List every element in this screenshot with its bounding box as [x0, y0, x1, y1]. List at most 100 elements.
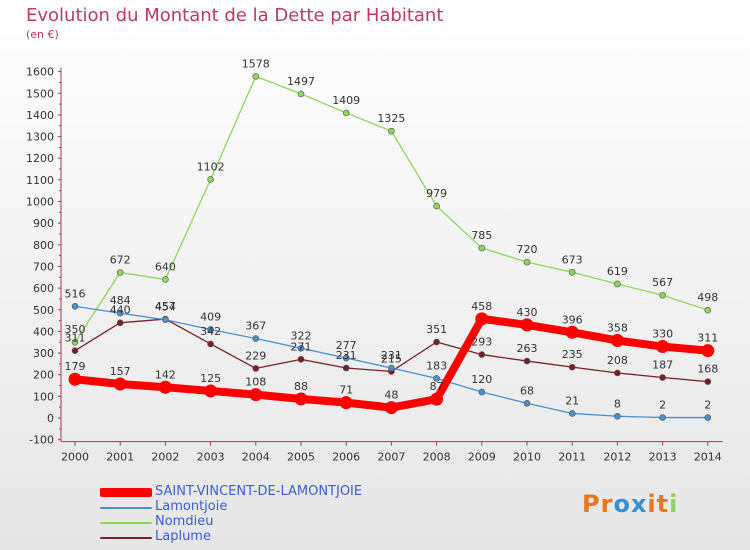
data-point: [204, 384, 218, 398]
legend-label: Laplume: [155, 529, 211, 544]
x-tick-label: 2008: [423, 451, 451, 464]
data-label: 68: [520, 384, 534, 397]
data-point: [162, 316, 169, 324]
data-point: [388, 127, 395, 135]
legend-label: Lamontjoie: [155, 499, 228, 514]
legend-swatch: [100, 522, 152, 524]
data-label: 108: [245, 376, 266, 389]
data-point: [523, 258, 531, 266]
data-label: 672: [110, 254, 131, 267]
data-point: [614, 369, 621, 377]
y-tick-label: 400: [33, 325, 54, 338]
data-point: [659, 291, 666, 299]
data-point: [297, 344, 305, 352]
data-label: 619: [607, 265, 628, 278]
data-label: 640: [155, 260, 176, 273]
y-tick-label: 1200: [26, 152, 54, 165]
x-tick-label: 2012: [603, 451, 631, 464]
data-point: [71, 338, 79, 346]
data-label: 457: [155, 300, 176, 313]
data-label: 720: [517, 243, 538, 256]
data-label: 1578: [242, 57, 270, 70]
legend-label: SAINT-VINCENT-DE-LAMONTJOIE: [155, 484, 363, 499]
data-point: [614, 280, 621, 288]
data-label: 350: [65, 323, 86, 336]
data-label: 168: [697, 363, 718, 376]
x-tick-label: 2013: [649, 451, 677, 464]
data-point: [162, 276, 169, 283]
data-label: 430: [517, 306, 538, 319]
data-point: [614, 412, 621, 420]
data-point: [704, 306, 712, 314]
data-label: 358: [607, 321, 628, 334]
data-label: 2: [704, 399, 711, 412]
y-tick-label: 600: [33, 282, 54, 295]
data-point: [207, 326, 214, 333]
data-point: [701, 344, 715, 358]
data-label: 271: [291, 340, 312, 353]
data-label: 396: [562, 313, 583, 326]
data-label: 179: [65, 360, 86, 373]
logo-letter: r: [600, 490, 614, 518]
data-label: 8: [614, 397, 621, 410]
data-label: 322: [291, 329, 312, 342]
data-label: 342: [200, 325, 221, 338]
data-label: 229: [245, 349, 266, 362]
data-point: [523, 357, 531, 365]
data-label: 1325: [377, 112, 405, 125]
data-label: 183: [426, 359, 447, 372]
logo-letter: x: [630, 490, 648, 518]
data-point: [116, 269, 124, 276]
data-point: [158, 380, 172, 394]
data-point: [478, 351, 486, 358]
data-point: [478, 244, 486, 252]
data-label: 125: [200, 372, 221, 385]
data-label: 330: [652, 328, 673, 341]
x-tick-label: 2009: [468, 451, 496, 464]
x-tick-label: 2005: [287, 451, 315, 464]
x-tick-label: 2004: [242, 451, 270, 464]
logo-letter: P: [582, 490, 601, 518]
y-tick-label: 100: [33, 390, 54, 403]
data-label: 409: [200, 310, 221, 323]
data-point: [71, 302, 79, 310]
y-tick-label: 300: [33, 347, 54, 360]
data-label: 48: [384, 389, 398, 402]
data-label: 311: [697, 332, 718, 345]
y-tick-label: -100: [29, 434, 54, 447]
data-label: 157: [110, 365, 131, 378]
data-point: [207, 340, 214, 348]
chart-unit-label: (en €): [26, 28, 59, 41]
data-point: [388, 364, 395, 372]
y-tick-label: 1000: [26, 196, 54, 209]
data-label: 979: [426, 187, 447, 200]
data-point: [656, 340, 670, 354]
data-label: 311: [65, 332, 86, 345]
data-label: 231: [336, 349, 357, 362]
data-point: [610, 333, 624, 347]
data-label: 120: [471, 373, 492, 386]
y-tick-label: 0: [47, 412, 54, 425]
data-label: 263: [517, 342, 538, 355]
data-point: [68, 372, 82, 386]
data-point: [430, 392, 444, 406]
data-point: [433, 202, 440, 210]
data-point: [704, 414, 712, 421]
data-point: [252, 365, 260, 372]
data-point: [116, 309, 124, 317]
chart-title: Evolution du Montant de la Dette par Hab…: [26, 5, 444, 26]
data-point: [520, 318, 534, 332]
data-label: 277: [336, 339, 357, 352]
data-point: [297, 90, 305, 98]
data-label: 87: [430, 380, 444, 393]
data-label: 215: [381, 352, 402, 365]
data-point: [568, 268, 576, 276]
x-tick-label: 2002: [151, 451, 179, 464]
data-point: [565, 325, 579, 339]
x-tick-label: 2001: [106, 451, 134, 464]
data-point: [433, 375, 440, 382]
x-tick-label: 2006: [332, 451, 360, 464]
data-point: [342, 364, 350, 372]
proxiti-logo: Proxiti: [582, 490, 678, 518]
